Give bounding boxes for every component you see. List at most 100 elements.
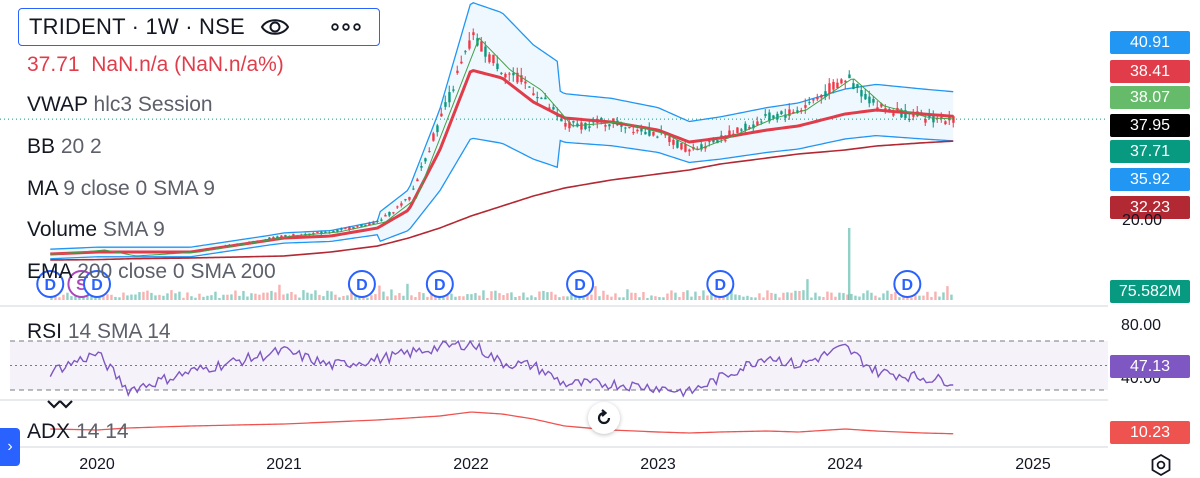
settings-gear-icon[interactable] [1149,453,1173,477]
volume-bar [442,297,445,300]
candle-body [796,110,799,114]
rsi-legend[interactable]: RSI 14 SMA 14 [27,320,171,344]
rsi-axis-upper: 80.00 [1121,317,1162,334]
adx-legend[interactable]: ADX 14 14 [27,420,129,444]
reset-chart-button[interactable] [588,402,620,434]
dividend-marker-letter: D [91,277,103,294]
candle-body [604,125,607,127]
volume-bar [562,296,565,300]
candle-body [564,122,567,127]
candle-body [528,86,531,88]
volume-bar [126,295,129,300]
volume-bar [686,290,689,300]
dividend-marker-letter: D [44,277,56,294]
volume-bar [426,296,429,300]
candle-body [464,51,467,53]
adx-pane [50,411,954,435]
volume-bar [62,294,65,300]
candle-body [752,124,755,129]
indicator-ma[interactable]: MA 9 close 0 SMA 9 [27,177,215,201]
candle-body [780,111,783,115]
volume-bar [486,297,489,300]
x-axis-label: 2022 [453,456,489,473]
dividend-marker-letter: D [434,277,446,294]
candle-body [496,63,499,70]
candle-body [652,131,655,136]
candle-body [892,113,895,116]
volume-bar [838,292,841,300]
rsi-line [49,339,954,398]
price-badge-ma: 38.07 [1110,86,1190,109]
collapse-arrows-icon[interactable] [45,398,75,410]
candle-body [636,129,639,132]
candle-body [700,144,703,150]
indicator-volume[interactable]: Volume SMA 9 [27,218,165,242]
candle-body [656,136,659,138]
volume-bar [850,293,853,300]
volume-bar [886,290,889,300]
volume-bar [638,297,641,300]
candle-body [940,117,943,119]
dividend-marker-letter: D [715,277,727,294]
volume-bar [670,290,673,300]
candle-body [540,97,543,99]
volume-bar [774,293,777,300]
volume-bar [382,291,385,300]
volume-bar [310,293,313,300]
volume-bar [114,296,117,300]
volume-bar [634,292,637,300]
candle-body [792,111,795,114]
volume-bar [346,295,349,300]
candle-body [456,70,459,73]
more-dots-icon[interactable] [329,13,363,41]
volume-bar [378,285,381,300]
candle-body [388,212,391,216]
volume-bar [706,295,709,300]
candle-body [472,32,475,36]
volume-bar [334,294,337,300]
volume-bar [246,296,249,300]
candle-body [484,46,487,57]
expand-panel-button[interactable]: › [0,428,20,466]
volume-bar [558,297,561,300]
indicator-vwap[interactable]: VWAP hlc3 Session [27,93,213,117]
candle-body [544,97,547,100]
indicator-bb[interactable]: BB 20 2 [27,135,102,159]
candle-body [284,235,287,237]
volume-bar [542,290,545,300]
volume-bar [342,295,345,300]
candle-body [584,122,587,130]
candle-body [492,54,495,64]
indicator-name: MA [27,177,58,200]
volume-bar [150,292,153,300]
volume-bar [658,297,661,300]
candle-body [832,81,835,90]
bollinger-upper-line [50,2,954,250]
volume-bar [814,292,817,300]
volume-bar [602,290,605,300]
candle-body [516,72,519,83]
rsi-pane [10,339,1108,398]
symbol-title[interactable]: TRIDENT · 1W · NSE [29,14,245,39]
volume-bar [142,291,145,300]
volume-bar [266,292,269,300]
candle-body [316,232,319,234]
indicator-params: SMA 9 [102,218,165,241]
bollinger-lower-line [50,135,954,260]
volume-bar [726,292,729,300]
price-badge-text: 37.71 [1129,143,1171,160]
volume-bar [390,289,393,300]
candle-body [512,72,515,76]
candle-body [852,83,855,90]
candle-body [736,127,739,134]
price-badge-text: 32.23 [1129,199,1171,216]
volume-bar [514,297,517,300]
symbol-header[interactable]: TRIDENT · 1W · NSE [18,8,380,46]
eye-icon[interactable] [259,13,291,41]
volume-bar [190,296,193,300]
indicator-ema[interactable]: EMA 200 close 0 SMA 200 [27,260,276,284]
volume-bar [642,292,645,300]
volume-bar [478,295,481,300]
volume-bar [946,286,949,300]
